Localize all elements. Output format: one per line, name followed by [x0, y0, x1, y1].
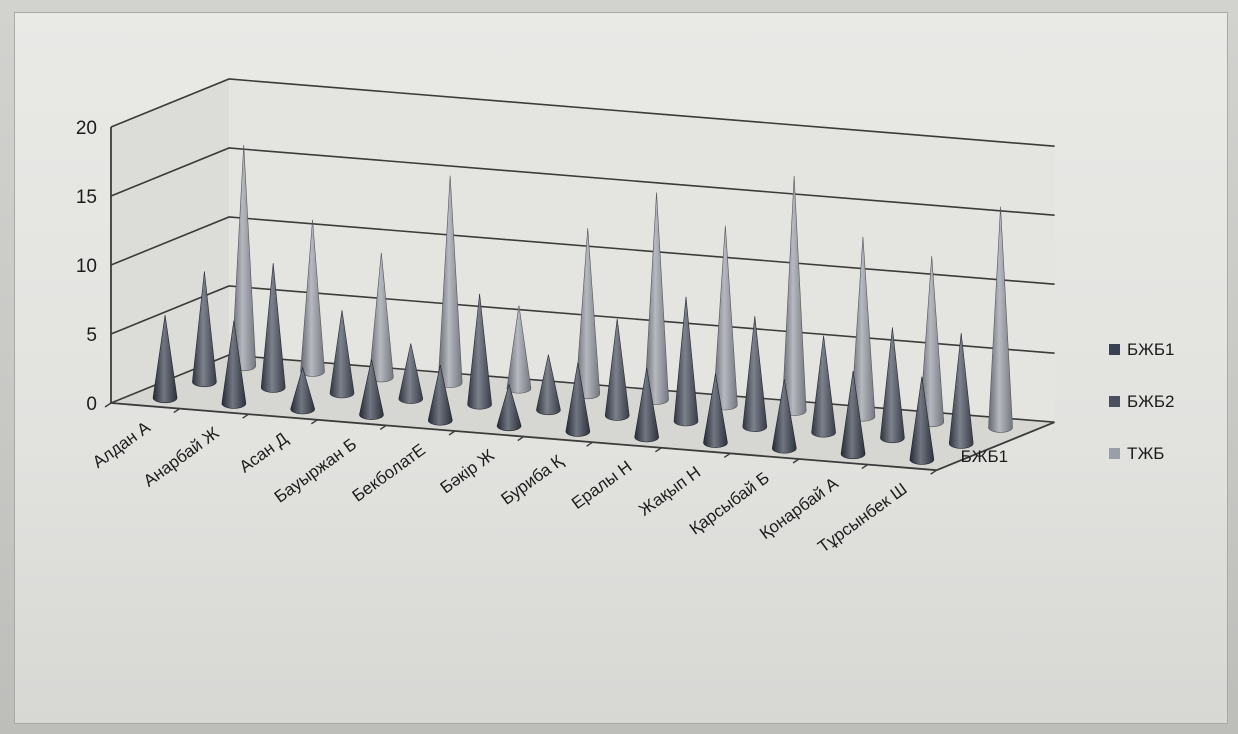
- cone: [948, 332, 974, 449]
- y-axis: 0 5 10 15 20: [76, 118, 97, 415]
- x-tick-mark: [242, 413, 249, 419]
- legend-label: ТЖБ: [1127, 444, 1164, 463]
- y-tick-label: 20: [76, 118, 97, 139]
- y-tick-label: 10: [76, 256, 97, 277]
- gridline: [110, 147, 1055, 216]
- gridline: [110, 78, 1055, 147]
- cone: [427, 364, 453, 426]
- depth-axis: БЖБ1: [961, 447, 1008, 466]
- cone: [771, 379, 797, 454]
- cone: [260, 263, 286, 393]
- x-tick-mark: [655, 447, 662, 453]
- x-tick-mark: [723, 452, 731, 458]
- depth-axis-label: БЖБ1: [961, 447, 1008, 466]
- cone: [398, 343, 424, 404]
- x-tick-mark: [311, 419, 318, 425]
- x-tick-mark: [517, 436, 525, 442]
- legend-label: БЖБ2: [1127, 392, 1174, 411]
- category-label: Асан Д: [236, 429, 292, 477]
- legend: БЖБ1 БЖБ2 ТЖБ: [1109, 340, 1174, 463]
- category-label: Ералы Н: [568, 457, 635, 513]
- x-tick-mark: [930, 469, 937, 475]
- category-label: Жақып Н: [635, 462, 704, 519]
- cone: [880, 327, 905, 444]
- x-tick-mark: [792, 458, 800, 464]
- legend-swatch: [1109, 396, 1120, 407]
- cone: [221, 320, 247, 409]
- category-label: Бәкір Ж: [437, 445, 498, 497]
- cone: [634, 367, 659, 443]
- x-tick-mark: [379, 424, 387, 430]
- y-tick-label: 0: [86, 394, 97, 415]
- legend-label: БЖБ1: [1127, 340, 1174, 359]
- category-label: Буриба Қ: [498, 451, 567, 508]
- cone: [192, 271, 217, 388]
- chart-area: 0 5 10 15 20 Алдан А Анарбай Ж Асан Д Бауыржан …: [14, 12, 1228, 724]
- y-tick-label: 15: [76, 187, 97, 208]
- x-tick-mark: [861, 464, 869, 470]
- category-label: Алдан А: [89, 417, 154, 472]
- cone: [536, 354, 561, 416]
- cone: [467, 293, 492, 410]
- category-label: БекболатЕ: [349, 440, 429, 506]
- x-tick-mark: [448, 430, 456, 436]
- gridline: [110, 285, 1055, 354]
- plot-cones: [152, 144, 1013, 465]
- cone: [152, 314, 178, 404]
- gridline: [110, 216, 1055, 285]
- cone: [840, 370, 866, 460]
- cone: [703, 373, 728, 448]
- legend-swatch: [1109, 344, 1120, 355]
- cone: [565, 362, 591, 437]
- cone: [742, 316, 768, 432]
- y-tick-label: 5: [86, 325, 97, 346]
- x-tick-mark: [173, 408, 181, 414]
- cone: [329, 310, 355, 399]
- cone: [604, 318, 630, 421]
- cone: [811, 335, 836, 438]
- x-tick-mark: [104, 402, 112, 408]
- cone: [290, 366, 315, 415]
- cone: [909, 376, 935, 465]
- cone: [988, 206, 1013, 433]
- cone: [673, 296, 699, 427]
- cone: [496, 383, 522, 432]
- gridlines: [104, 78, 1055, 475]
- legend-swatch: [1109, 448, 1120, 459]
- cone: [359, 359, 384, 420]
- depth-axis-line: [936, 421, 1055, 472]
- x-tick-mark: [586, 441, 593, 447]
